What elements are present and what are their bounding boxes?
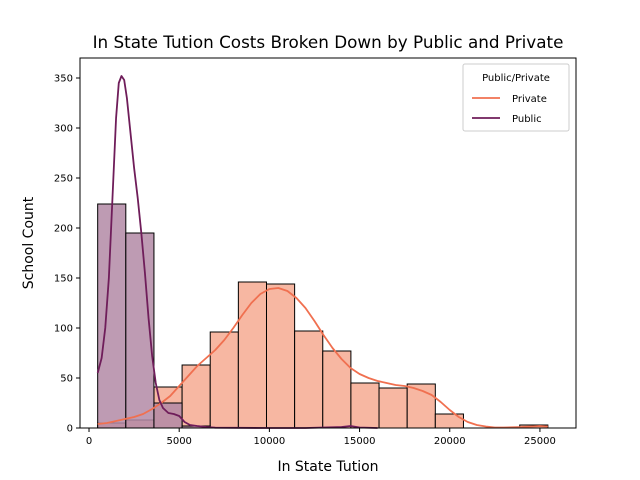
bar-public-0 — [97, 203, 127, 429]
y-tick-label-50: 50 — [60, 374, 73, 385]
legend: Public/Private Private Public — [462, 63, 570, 132]
y-tick-label-0: 0 — [67, 424, 73, 435]
bar-private-3 — [181, 364, 211, 429]
y-tick-label-100: 100 — [54, 324, 73, 335]
bar-private-9 — [350, 382, 380, 429]
y-tick-label-150: 150 — [54, 274, 73, 285]
legend-label-public: Public — [512, 114, 542, 125]
x-tick-label-25000: 25000 — [524, 436, 556, 447]
y-tick-label-350: 350 — [54, 74, 73, 85]
kde-line-private — [97, 287, 548, 429]
x-axis-ticks: 0 5000 10000 15000 20000 25000 — [86, 428, 556, 447]
x-tick-label-0: 0 — [86, 436, 92, 447]
bar-private-12 — [434, 413, 464, 429]
x-tick-label-10000: 10000 — [253, 436, 285, 447]
x-tick-label-15000: 15000 — [344, 436, 376, 447]
legend-label-private: Private — [512, 94, 547, 105]
x-tick-label-5000: 5000 — [166, 436, 191, 447]
bar-private-6 — [265, 283, 296, 429]
bar-private-7 — [294, 330, 324, 429]
chart-title: In State Tution Costs Broken Down by Pub… — [93, 32, 564, 52]
y-tick-label-200: 200 — [54, 224, 73, 235]
x-axis-label: In State Tution — [277, 459, 378, 475]
y-axis-label: School Count — [21, 196, 37, 289]
legend-box — [462, 63, 570, 132]
plot-frame — [79, 57, 577, 429]
y-tick-label-250: 250 — [54, 174, 73, 185]
x-tick-label-20000: 20000 — [434, 436, 466, 447]
legend-title: Public/Private — [482, 73, 550, 84]
bar-private-5 — [237, 281, 267, 429]
y-tick-label-300: 300 — [54, 124, 73, 135]
bar-private-10 — [378, 387, 408, 429]
bar-private-4 — [209, 331, 239, 429]
y-axis-ticks: 0 50 100 150 200 250 300 350 — [54, 74, 80, 435]
bars-layer — [97, 203, 549, 429]
bar-private-8 — [322, 350, 352, 429]
